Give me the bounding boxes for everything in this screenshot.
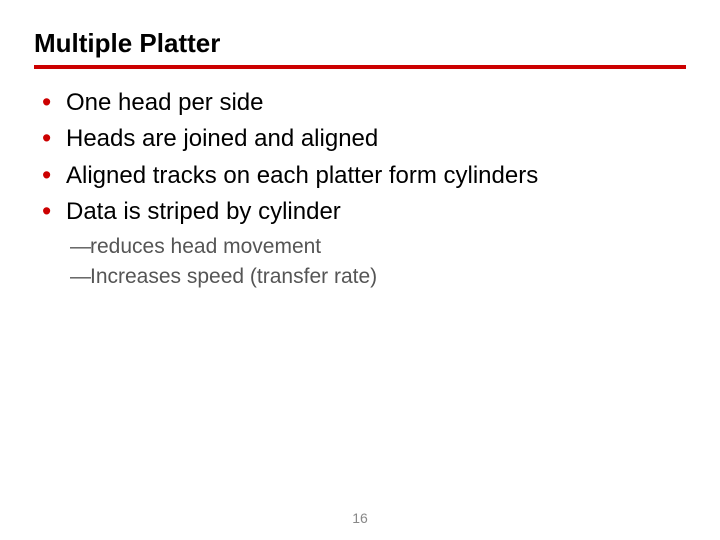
sub-bullet-item: reduces head movement <box>70 233 686 261</box>
sub-bullet-text: reduces head movement <box>90 235 321 258</box>
bullet-text: Aligned tracks on each platter form cyli… <box>66 162 538 189</box>
sub-bullet-item: Increases speed (transfer rate) <box>70 263 686 291</box>
bullet-text: Heads are joined and aligned <box>66 125 378 152</box>
bullet-list: One head per side Heads are joined and a… <box>34 87 686 229</box>
slide: Multiple Platter One head per side Heads… <box>0 0 720 540</box>
bullet-item: Data is striped by cylinder <box>40 196 686 228</box>
bullet-text: One head per side <box>66 89 263 116</box>
sub-bullet-text: Increases speed (transfer rate) <box>90 265 377 288</box>
bullet-item: Aligned tracks on each platter form cyli… <box>40 160 686 192</box>
title-underline <box>34 65 686 69</box>
bullet-text: Data is striped by cylinder <box>66 198 341 225</box>
slide-title: Multiple Platter <box>34 28 686 59</box>
page-number: 16 <box>0 510 720 526</box>
bullet-item: One head per side <box>40 87 686 119</box>
bullet-item: Heads are joined and aligned <box>40 123 686 155</box>
sub-bullet-list: reduces head movement Increases speed (t… <box>34 233 686 292</box>
